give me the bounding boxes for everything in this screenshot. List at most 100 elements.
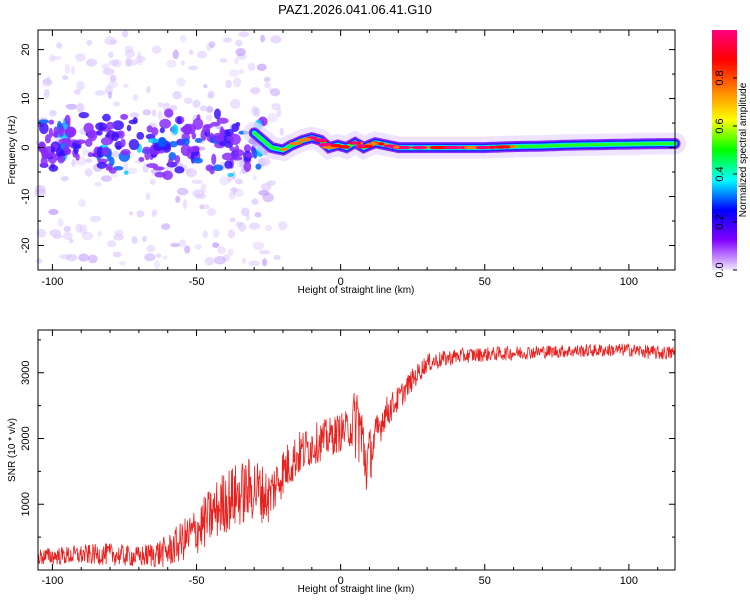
noise-blob [207, 90, 215, 99]
noise-blob [108, 59, 120, 66]
noise-blob [135, 55, 146, 63]
noise-blob [94, 90, 106, 96]
noise-blob [71, 159, 76, 168]
noise-blob [276, 108, 282, 118]
signal-blob [211, 153, 217, 165]
snr-x-label: Height of straight line (km) [298, 584, 415, 595]
colorbar-ticks: 0.0 0.2 0.4 0.6 0.8 [714, 70, 737, 278]
noise-blob [107, 91, 113, 99]
signal-blob [159, 118, 172, 129]
noise-blob [73, 88, 81, 95]
noise-blob [151, 209, 158, 216]
noise-blob [259, 249, 270, 255]
noise-blob [89, 215, 102, 223]
noise-blob [51, 55, 62, 61]
noise-blob [82, 146, 88, 156]
noise-blob [262, 258, 268, 267]
noise-blob [136, 210, 145, 218]
signal-blob [159, 127, 165, 134]
signal-blob [87, 130, 96, 139]
figure-title: PAZ1.2026.041.06.41.G10 [278, 2, 432, 17]
noise-blob [234, 178, 244, 185]
signal-blob [120, 138, 126, 148]
noise-blob [248, 222, 261, 230]
noise-blob [248, 260, 261, 267]
ridge-hotspot [377, 142, 385, 146]
signal-blob [138, 156, 145, 163]
noise-blob [63, 225, 71, 233]
noise-blob [238, 31, 250, 38]
noise-blob [227, 229, 236, 239]
noise-blob [206, 105, 214, 113]
noise-blob [172, 90, 182, 100]
colorbar-tick-label: 0.6 [714, 118, 726, 133]
noise-blob [268, 87, 274, 92]
noise-blob [70, 65, 75, 75]
noise-blob [113, 101, 121, 107]
noise-blob [222, 254, 231, 262]
noise-blob [48, 208, 59, 216]
ridge-hotspot [509, 144, 517, 149]
noise-blob [118, 260, 127, 266]
signal-blob [96, 146, 105, 158]
noise-blob [149, 178, 156, 186]
signal-blob [221, 152, 234, 161]
noise-blob [241, 257, 246, 264]
noise-blob [128, 211, 134, 216]
spectrogram-y-axis: -20 -10 0 10 20 [20, 43, 675, 271]
signal-blob [100, 137, 113, 146]
noise-blob [112, 59, 122, 68]
spectrogram-y-label: Frequency (Hz) [7, 116, 18, 185]
noise-blob [228, 191, 236, 200]
noise-blob [157, 101, 164, 108]
spectrogram-frame [37, 29, 676, 271]
noise-blob [162, 255, 168, 260]
noise-blob [233, 77, 242, 88]
noise-blob [122, 30, 129, 38]
noise-blob [176, 187, 189, 196]
signal-blob [229, 146, 236, 152]
noise-blob [235, 39, 243, 47]
ridge-hotspot [289, 141, 302, 146]
signal-blob [136, 131, 145, 140]
signal-blob [44, 134, 51, 144]
signal-blob [231, 155, 243, 161]
noise-blob [229, 98, 241, 109]
noise-blob [199, 204, 204, 210]
noise-blob [136, 60, 143, 66]
noise-blob [161, 223, 171, 231]
noise-blob [222, 37, 232, 43]
ridge-hotspot [356, 144, 365, 148]
noise-blob [114, 229, 124, 237]
noise-blob [266, 180, 276, 186]
noise-blob [238, 69, 245, 75]
noise-blob [109, 74, 117, 83]
colorbar-tick-label: 0.8 [714, 70, 726, 85]
noise-blob [81, 231, 94, 241]
noise-blob [76, 80, 85, 91]
noise-blob [230, 187, 238, 193]
signal-blob [128, 119, 138, 125]
spectrogram-image [34, 30, 686, 270]
noise-blob [42, 78, 53, 87]
noise-blob [192, 99, 201, 108]
signal-blob [167, 157, 173, 168]
signal-blob [152, 166, 165, 171]
noise-blob [194, 244, 202, 250]
y-tick-label: 0 [20, 144, 32, 150]
noise-blob [227, 175, 233, 183]
ridge-hotspot [339, 145, 351, 149]
signal-blob [194, 137, 203, 143]
noise-blob [199, 105, 208, 112]
noise-blob [86, 39, 93, 46]
y-tick-label: -20 [20, 238, 32, 254]
signal-blob [96, 161, 108, 169]
snr-frame [37, 329, 676, 571]
ridge-hotspot [432, 145, 444, 150]
ridge-hotspot [350, 141, 359, 145]
signal-blob [39, 122, 49, 135]
noise-blob [97, 230, 102, 237]
noise-blob [241, 207, 250, 217]
y-tick-label: 3000 [20, 360, 32, 384]
